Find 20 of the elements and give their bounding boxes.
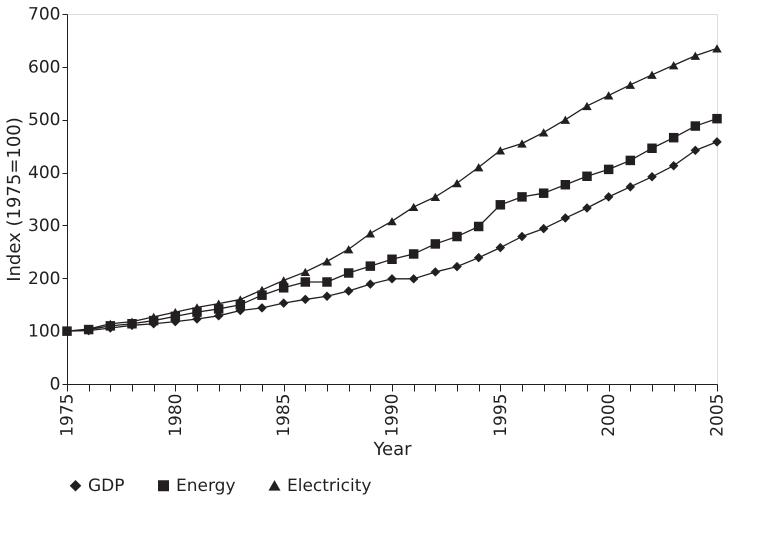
x-tick-label: 2000 [599,394,620,437]
y-axis-title: Index (1975=100) [4,117,26,282]
y-tick-label: 300 [28,216,60,236]
legend-label: Energy [176,476,236,496]
x-tick-label: 1990 [382,394,402,437]
y-tick-label: 0 [50,374,60,394]
x-tick-label: 1995 [490,394,511,437]
x-tick-label: 2005 [708,394,728,437]
y-tick-label: 500 [28,110,60,130]
x-tick-label: 1985 [274,394,294,437]
x-tick-label: 1980 [166,394,186,437]
legend-label: GDP [88,476,125,496]
legend-label: Electricity [287,476,372,496]
y-tick-label: 200 [28,268,60,289]
y-tick-label: 700 [28,4,60,24]
y-tick-label: 100 [28,322,60,342]
y-tick-label: 400 [28,163,60,184]
x-axis-title: Year [372,438,412,460]
x-tick-label: 1975 [58,394,78,437]
y-tick-label: 600 [28,57,60,78]
